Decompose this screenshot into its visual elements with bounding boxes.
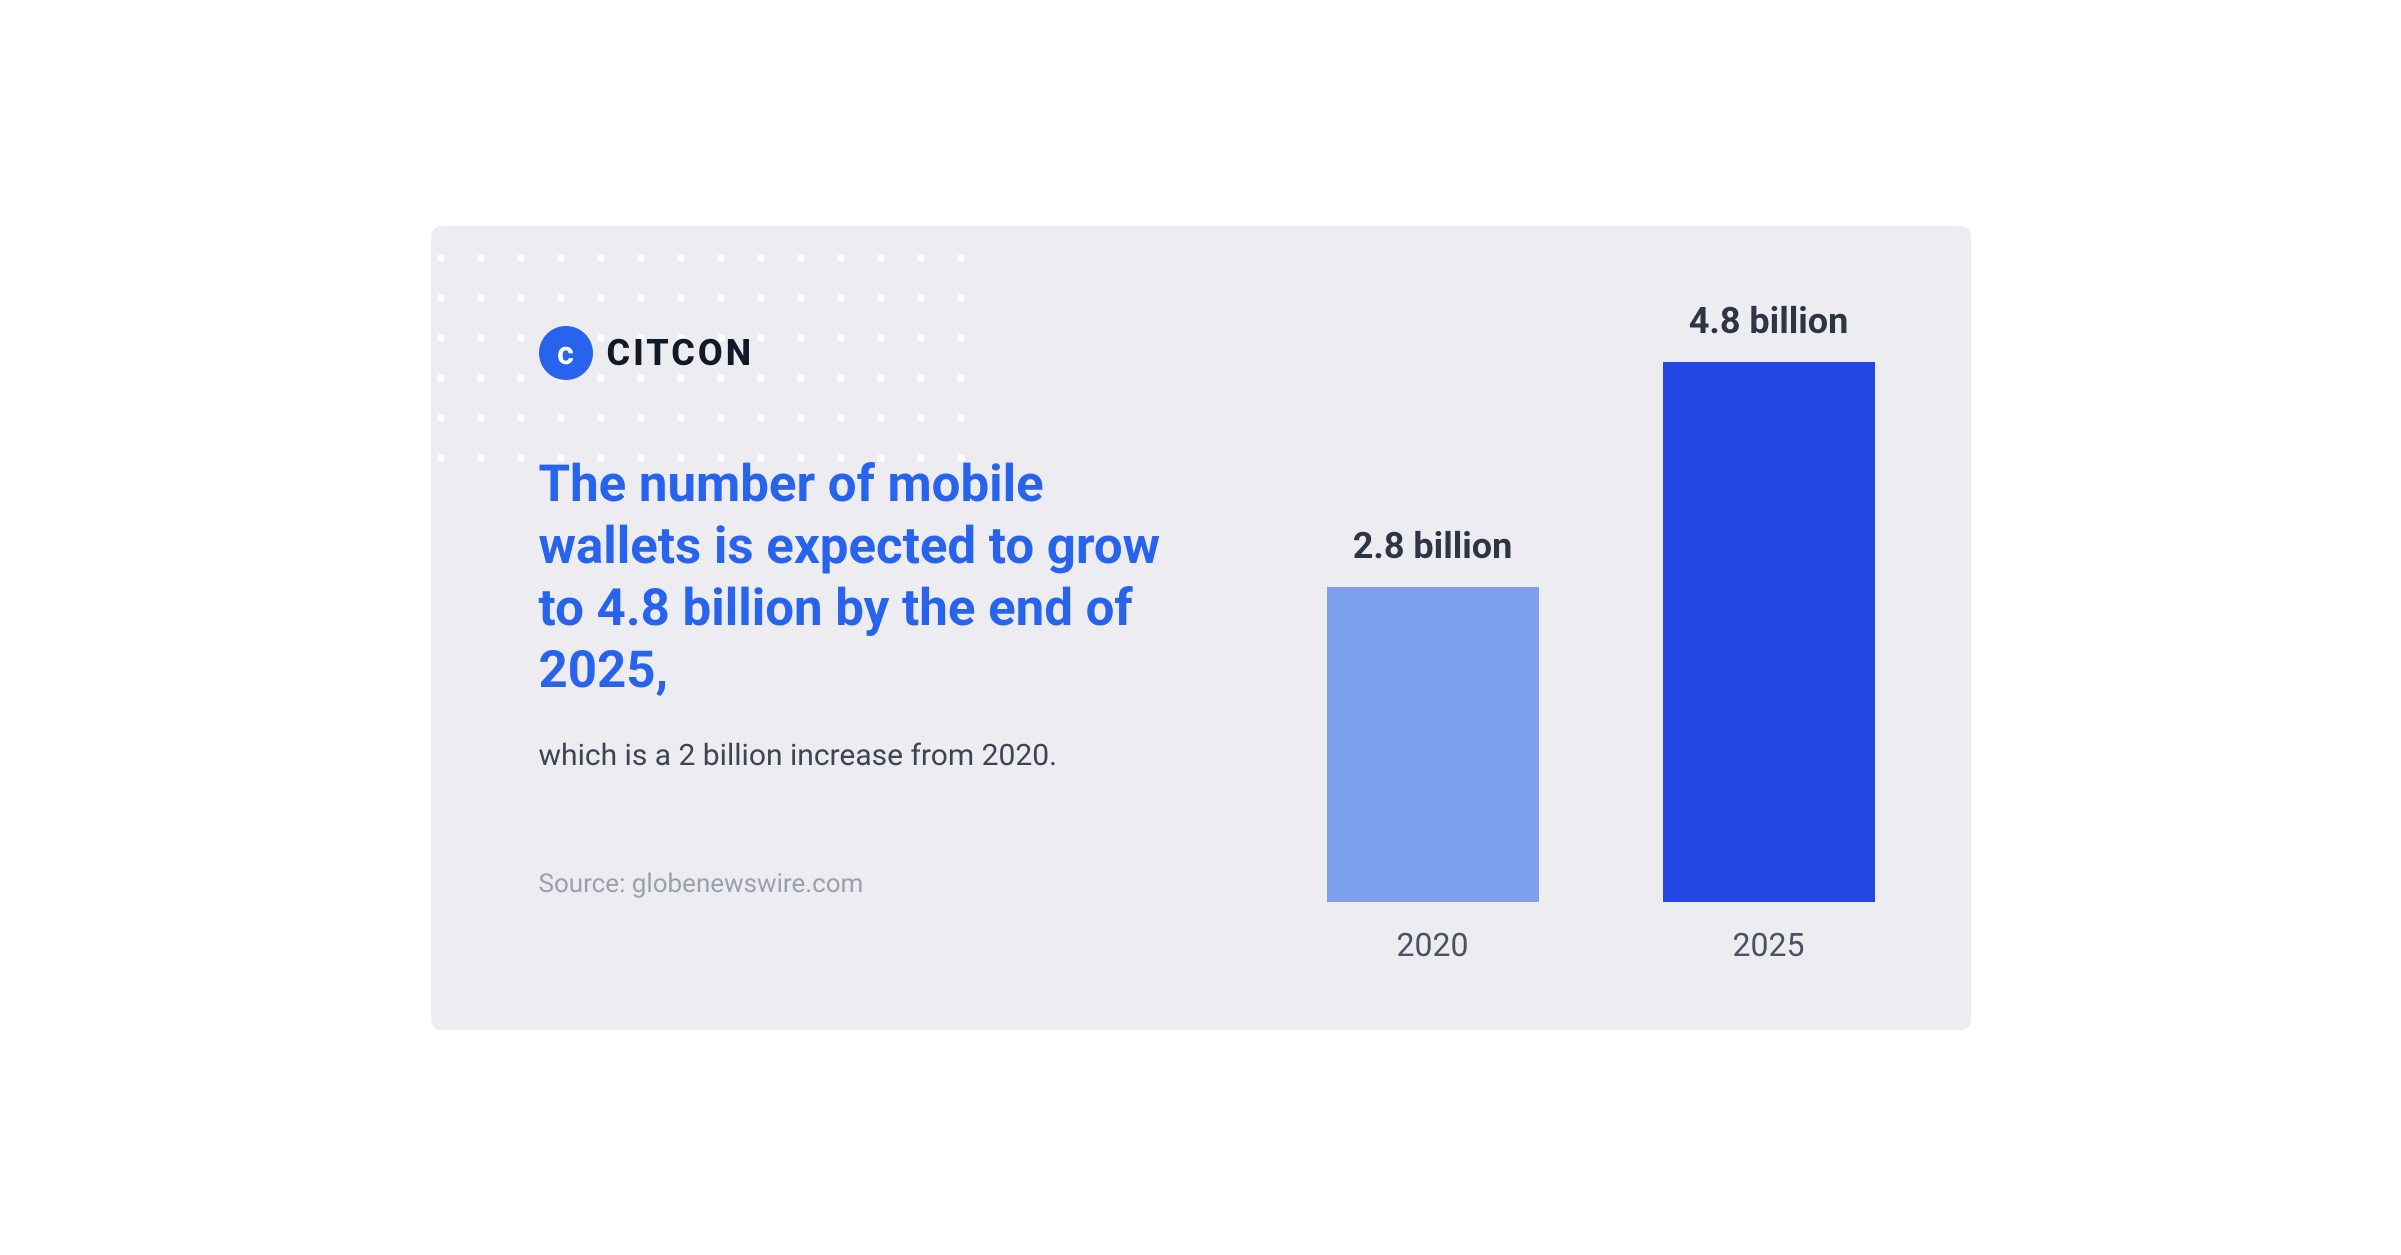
- bar: [1327, 587, 1539, 902]
- bar-group: 2.8 billion 2020: [1327, 525, 1539, 964]
- bar-chart: 2.8 billion 2020 4.8 billion 2025: [1327, 300, 1875, 964]
- brand-logo: c CITCON: [539, 326, 1211, 380]
- chart-column: 2.8 billion 2020 4.8 billion 2025: [1251, 226, 1971, 1030]
- bar-x-label: 2020: [1397, 926, 1469, 964]
- source-text: Source: globenewswire.com: [539, 869, 1211, 899]
- bar-value-label: 4.8 billion: [1689, 300, 1849, 342]
- bar-value-label: 2.8 billion: [1353, 525, 1513, 567]
- text-column: c CITCON The number of mobile wallets is…: [431, 226, 1251, 1030]
- brand-badge-icon: c: [539, 326, 593, 380]
- subtext: which is a 2 billion increase from 2020.: [539, 738, 1211, 773]
- bar-group: 4.8 billion 2025: [1663, 300, 1875, 964]
- infographic-card: c CITCON The number of mobile wallets is…: [431, 226, 1971, 1030]
- headline-text: The number of mobile wallets is expected…: [539, 454, 1199, 703]
- bar-x-label: 2025: [1733, 926, 1805, 964]
- brand-name: CITCON: [607, 332, 755, 374]
- bar: [1663, 362, 1875, 902]
